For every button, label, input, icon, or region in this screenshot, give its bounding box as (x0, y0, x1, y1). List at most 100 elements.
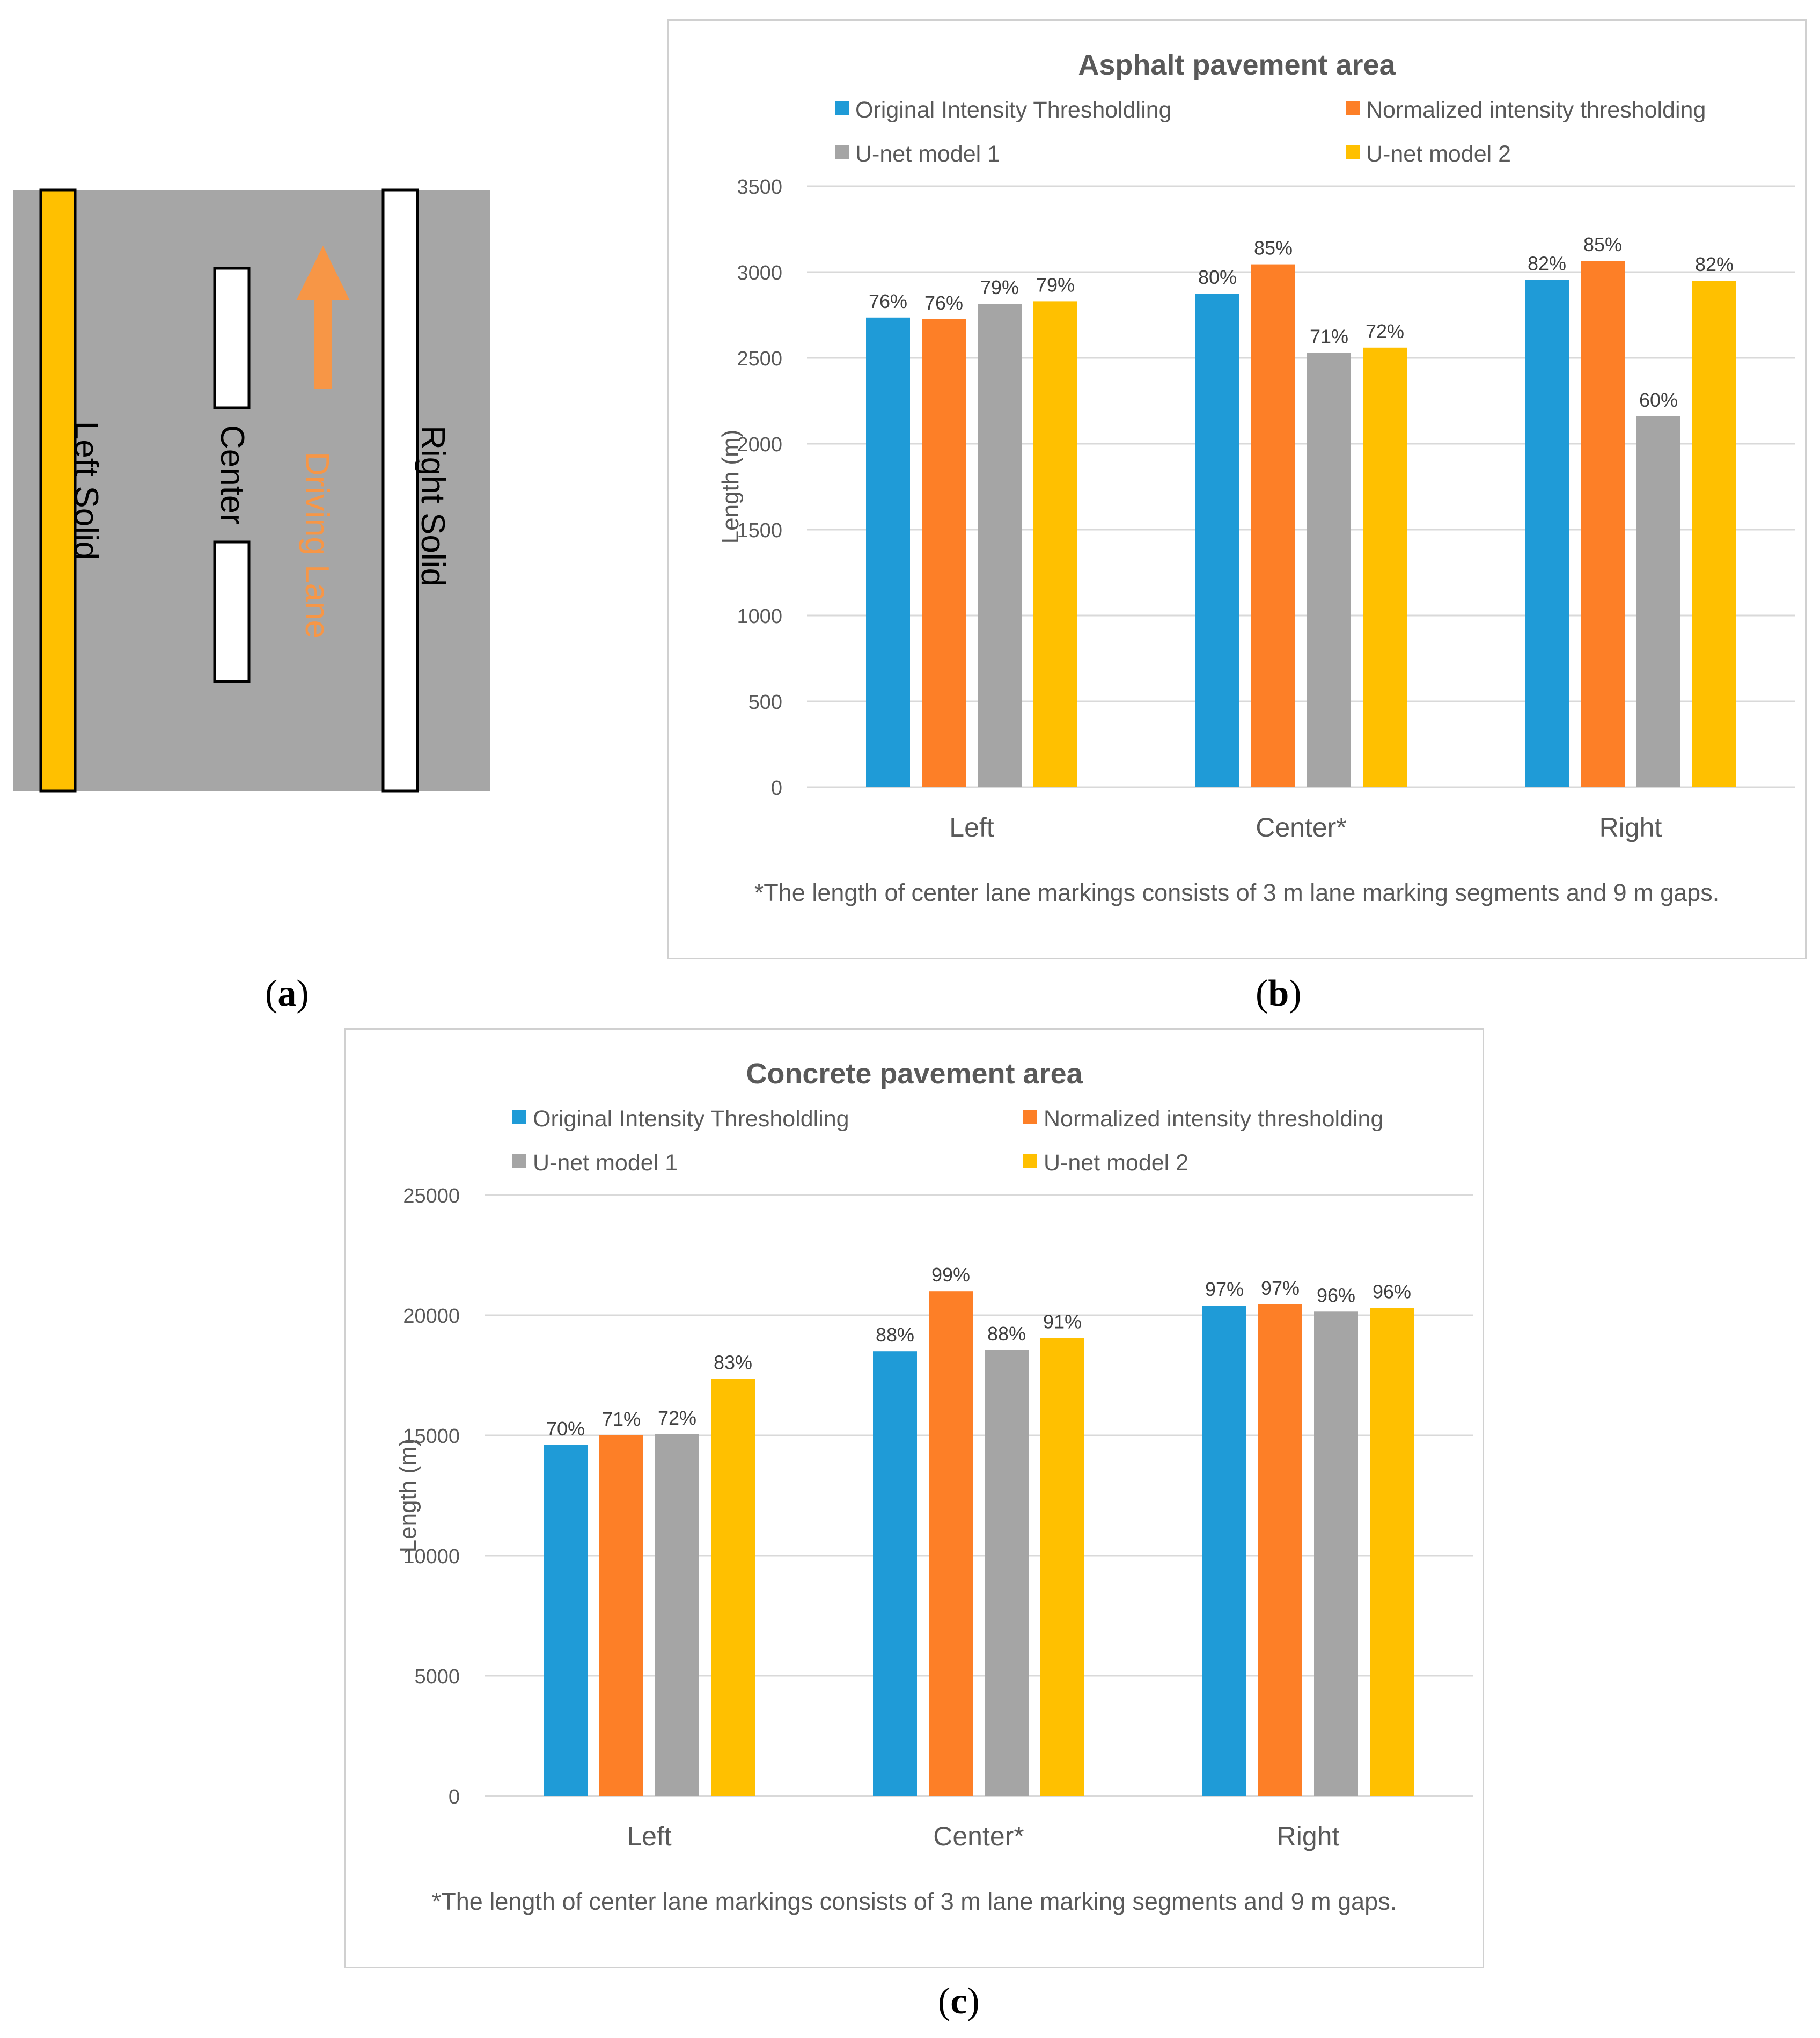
chart-footnote: *The length of center lane markings cons… (432, 1888, 1397, 1915)
data-label: 88% (987, 1323, 1026, 1345)
y-tick-label: 1500 (737, 519, 782, 542)
bar (1258, 1304, 1302, 1796)
y-tick-label: 20000 (403, 1305, 460, 1328)
data-label: 79% (980, 276, 1019, 298)
legend-entry: Original Intensity Thresholdling (855, 97, 1172, 123)
bar (544, 1445, 588, 1796)
data-label: 76% (869, 290, 907, 312)
data-label: 72% (1366, 320, 1404, 342)
y-tick-label: 15000 (403, 1425, 460, 1448)
bar (866, 317, 910, 787)
bar (1307, 353, 1351, 787)
y-tick-label: 1000 (737, 605, 782, 628)
data-label: 76% (924, 292, 963, 314)
legend-entry: Normalized intensity thresholding (1366, 97, 1706, 123)
data-label: 71% (602, 1408, 641, 1430)
asphalt-chart-frame: Asphalt pavement area Original Intensity … (667, 19, 1807, 959)
y-tick-label: 0 (449, 1786, 460, 1808)
data-label: 60% (1639, 389, 1678, 411)
bar (873, 1351, 917, 1796)
bar (1636, 416, 1680, 787)
driving-lane-label: Driving Lane (298, 452, 335, 639)
concrete-chart-frame: Concrete pavement area Original Intensity… (344, 1028, 1484, 1968)
legend-swatch (835, 145, 849, 159)
concrete-chart: Concrete pavement area Original Intensity… (395, 1058, 1473, 1915)
bar (978, 304, 1022, 787)
legend-swatch (512, 1110, 526, 1124)
x-tick-label: Right (1277, 1821, 1340, 1851)
y-tick-label: 0 (771, 777, 782, 800)
bar (1033, 301, 1077, 787)
data-label: 88% (876, 1324, 914, 1346)
data-label: 85% (1583, 233, 1622, 255)
bar (922, 319, 966, 787)
bar (929, 1291, 973, 1796)
panel-label-b: (b) (1256, 973, 1302, 1014)
center-label: Center (214, 425, 251, 525)
bar (1202, 1306, 1246, 1796)
y-tick-label: 2500 (737, 348, 782, 370)
panel-label-c: (c) (938, 1981, 980, 2022)
bar (1040, 1338, 1084, 1796)
y-tick-label: 5000 (414, 1666, 460, 1688)
bar (711, 1379, 755, 1796)
y-tick-label: 3000 (737, 262, 782, 284)
data-label: 82% (1528, 252, 1566, 274)
bar (985, 1350, 1029, 1796)
x-tick-label: Left (949, 812, 994, 842)
data-label: 97% (1205, 1278, 1244, 1300)
data-label: 96% (1373, 1281, 1411, 1303)
data-label: 82% (1695, 253, 1734, 275)
right-solid-label: Right Solid (414, 426, 451, 587)
panel-label-b-letter: b (1268, 973, 1289, 1014)
data-label: 83% (714, 1352, 752, 1374)
data-label: 99% (931, 1264, 970, 1286)
data-label: 79% (1036, 274, 1075, 296)
bar (1251, 264, 1295, 788)
y-tick-label: 2000 (737, 434, 782, 456)
lane-diagram: Left Solid Center Driving Lane Right Sol… (0, 0, 537, 966)
legend-entry: Original Intensity Thresholdling (533, 1106, 849, 1132)
y-tick-label: 500 (748, 691, 782, 714)
chart-title: Concrete pavement area (746, 1058, 1083, 1090)
center-dash-lower (213, 540, 251, 683)
right-solid-line (381, 188, 419, 793)
driving-direction-arrow-icon (296, 246, 350, 389)
left-solid-label: Left Solid (68, 421, 105, 560)
legend-swatch (512, 1154, 526, 1168)
legend-swatch (1346, 101, 1360, 115)
legend-swatch (1023, 1110, 1037, 1124)
legend-swatch (835, 101, 849, 115)
legend-entry: U-net model 1 (533, 1150, 678, 1176)
data-label: 97% (1261, 1277, 1300, 1299)
panel-label-a-letter: a (277, 973, 297, 1014)
panel-label-a: (a) (265, 973, 309, 1014)
center-dash-upper (213, 267, 251, 409)
x-tick-label: Right (1599, 812, 1662, 842)
data-label: 80% (1198, 266, 1237, 288)
bar (599, 1435, 643, 1796)
legend-swatch (1346, 145, 1360, 159)
data-label: 91% (1043, 1311, 1082, 1333)
data-label: 70% (546, 1418, 585, 1440)
y-tick-label: 3500 (737, 176, 782, 199)
y-tick-label: 10000 (403, 1545, 460, 1568)
legend-entry: U-net model 2 (1366, 141, 1511, 167)
y-axis-label: Length (m) (717, 430, 744, 544)
bar (1581, 261, 1625, 787)
y-tick-label: 25000 (403, 1185, 460, 1207)
x-tick-label: Center* (933, 1821, 1024, 1851)
bar (1363, 347, 1407, 787)
data-label: 72% (658, 1407, 696, 1429)
y-axis-label: Length (m) (395, 1439, 421, 1553)
legend-swatch (1023, 1154, 1037, 1168)
bar (1195, 294, 1239, 787)
bar (1692, 281, 1736, 787)
x-tick-label: Left (627, 1821, 672, 1851)
bar (1525, 280, 1569, 787)
panel-label-c-letter: c (950, 1981, 967, 2022)
left-solid-line (39, 188, 77, 793)
x-tick-label: Center* (1256, 812, 1347, 842)
bar (1314, 1311, 1358, 1796)
chart-footnote: *The length of center lane markings cons… (754, 879, 1719, 906)
